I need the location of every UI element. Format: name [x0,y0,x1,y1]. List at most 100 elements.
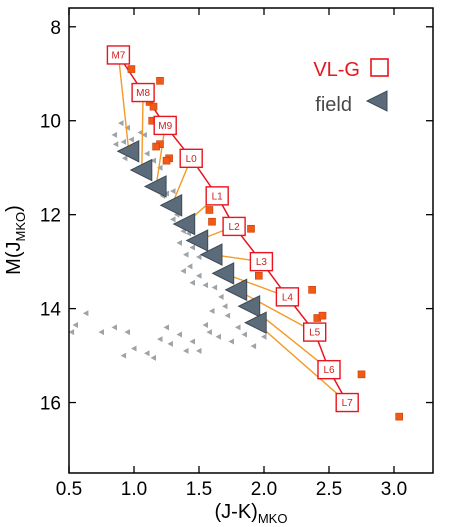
vlg-marker-label: L1 [212,191,224,202]
field-object-point [235,324,241,331]
young-object-point [149,102,158,111]
field-object-point [121,155,128,162]
field-object-point [189,338,195,345]
field-object-point [111,131,117,138]
field-sequence-marker [116,139,140,163]
x-tick-label: 1.0 [121,479,147,500]
x-tick-label: 2.0 [251,479,277,500]
field-object-point [196,253,202,260]
connector-line [236,289,316,333]
field-object-point [189,279,195,286]
young-object-point [127,65,136,73]
field-object-point [118,120,124,127]
vlg-marker [275,287,300,307]
young-object-point [318,311,327,320]
field-object-point [112,141,119,148]
legend-marker-vlg [370,58,389,77]
legend: VL-G field [313,58,389,116]
field-object-point [120,138,127,145]
field-sequence-marker [143,175,167,198]
vlg-marker-label: L4 [282,292,294,303]
vlg-marker-label: L6 [323,365,335,376]
field-object-point [215,333,221,340]
field-sequence-marker [211,262,235,285]
field-object-point [128,136,134,143]
vlg-marker [179,148,203,169]
vlg-marker-label: L0 [186,154,198,165]
field-object-point [211,284,218,291]
field-object-point [68,329,75,336]
field-sequence-marker [185,229,209,252]
field-object-point [176,239,182,246]
young-object-point [247,224,255,233]
legend-label-vlg: VL-G [313,59,360,81]
field-object-point [183,347,189,354]
field-object-point [224,312,231,319]
vlg-marker-label: L3 [256,257,268,268]
field-object-point [111,324,117,331]
field-sequence-marker [224,278,248,302]
vlg-marker-label: M9 [158,121,172,132]
vlg-marker-label: L2 [229,222,241,233]
field-object-point [157,336,163,343]
y-tick-label: 12 [40,206,61,227]
young-object-point [395,412,404,421]
field-object-point [180,268,186,275]
vlg-marker [335,392,359,413]
field-object-point [157,164,163,171]
x-tick-label: 2.5 [316,479,342,500]
vlg-marker-label: M7 [111,50,125,61]
field-sequence-marker [244,311,267,335]
plot-marks: M7 M8 M9 L0 L1 L2 L3 L4 L5 L6 L7 [68,45,404,421]
y-tick-label: 14 [40,300,62,321]
field-object-point [137,129,143,136]
vlg-marker-label: L7 [342,398,354,409]
field-object-point [120,352,127,359]
field-object-point [241,331,247,338]
connector-line [117,54,130,152]
field-object-point [196,347,202,354]
field-object-point [150,157,156,164]
field-object-point [82,310,89,317]
field-object-point [261,333,267,340]
field-object-point [202,322,208,329]
young-object-point [152,142,160,151]
plot-frame [68,7,434,474]
connector-line [255,322,348,404]
field-sequence-marker [237,294,261,318]
field-object-point [186,263,193,270]
x-tick-label: 0.5 [56,479,82,500]
field-object-point [189,244,195,251]
young-object-point [255,271,263,280]
y-axis-label: M(JMKO) [3,205,28,275]
field-object-point [144,150,150,157]
field-object-point [163,324,169,331]
y-axis: 8 10 12 14 16 [40,18,433,415]
field-object-point [150,354,156,361]
young-object-point [205,206,214,214]
vlg-marker [303,322,327,342]
field-sequence-marker [199,243,223,266]
vlg-marker-label: L5 [309,328,321,339]
y-tick-label: 10 [40,112,61,133]
young-object-point [308,286,316,294]
field-object-point [144,350,150,357]
field-object-point [167,340,173,347]
vlg-marker [131,82,155,103]
field-object-point [124,124,130,131]
legend-label-field: field [315,94,352,116]
y-tick-label: 16 [40,394,61,415]
field-object-point [206,329,212,336]
young-object-point [208,217,216,226]
vlg-marker [106,45,131,65]
field-object-point [209,307,215,314]
field-object-point [202,282,208,289]
vlg-marker [205,186,229,206]
vlg-marker [222,216,246,237]
field-object-point [228,338,234,345]
x-tick-label: 1.5 [186,479,212,500]
vlg-marker [153,115,177,136]
field-object-point [124,329,130,336]
young-object-point [162,156,171,165]
